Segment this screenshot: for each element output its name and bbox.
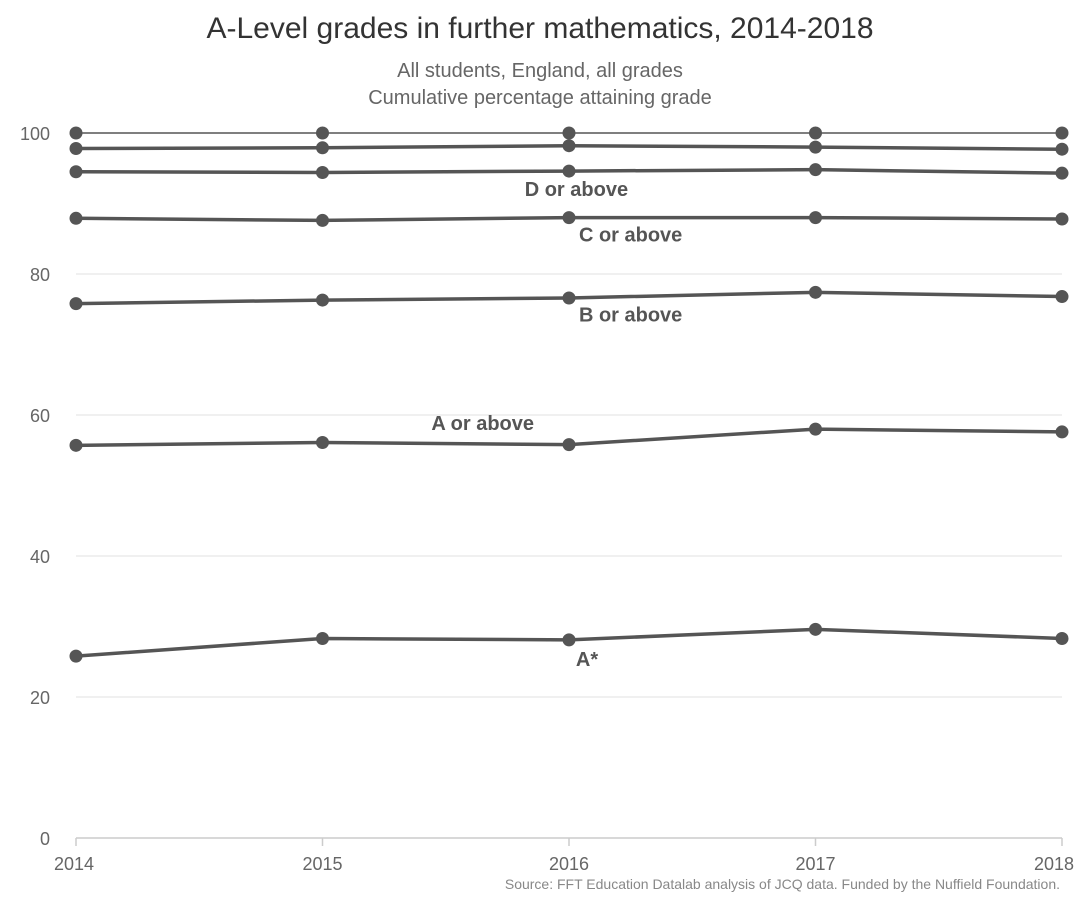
data-point	[69, 438, 83, 452]
y-tick-label: 80	[30, 265, 50, 285]
data-point	[316, 293, 329, 307]
data-point	[316, 165, 329, 179]
data-point	[1055, 166, 1069, 180]
data-point	[809, 422, 822, 436]
series-label: C or above	[579, 225, 682, 247]
x-tick-label: 2015	[302, 854, 342, 874]
series-label: A or above	[431, 413, 534, 435]
data-point	[1055, 126, 1069, 140]
data-point	[1055, 290, 1069, 304]
y-tick-label: 0	[40, 829, 50, 849]
data-point	[69, 297, 83, 311]
x-tick-label: 2016	[549, 854, 589, 874]
chart-title: A-Level grades in further mathematics, 2…	[206, 12, 874, 45]
data-point	[562, 139, 576, 153]
data-point	[69, 126, 83, 140]
x-tick-label: 2014	[54, 854, 94, 874]
chart-source-note: Source: FFT Education Datalab analysis o…	[504, 876, 1060, 892]
data-point	[809, 211, 822, 225]
series-label: A*	[576, 649, 598, 671]
series-label: D or above	[525, 179, 628, 201]
y-tick-label: 60	[30, 406, 50, 426]
data-point	[316, 435, 329, 449]
data-point	[316, 126, 329, 140]
y-tick-label: 100	[20, 124, 50, 144]
x-tick-label: 2017	[795, 854, 835, 874]
x-tick-label: 2018	[1034, 854, 1074, 874]
data-point	[69, 211, 83, 225]
chart-subtitle-line-1: All students, England, all grades	[397, 60, 683, 82]
data-point	[1055, 212, 1069, 226]
data-point	[809, 140, 822, 154]
data-point	[809, 126, 822, 140]
data-point	[562, 291, 576, 305]
data-point	[1055, 142, 1069, 156]
y-tick-label: 20	[30, 688, 50, 708]
data-point	[562, 164, 576, 178]
data-point	[562, 633, 576, 647]
data-point	[1055, 425, 1069, 439]
data-point	[1055, 631, 1069, 645]
data-point	[316, 141, 329, 155]
data-point	[562, 126, 576, 140]
data-point	[809, 163, 822, 177]
data-point	[69, 165, 83, 179]
data-point	[562, 438, 576, 452]
data-point	[69, 142, 83, 156]
data-point	[562, 211, 576, 225]
chart-subtitle-line-2: Cumulative percentage attaining grade	[368, 87, 712, 109]
data-point	[69, 649, 83, 663]
data-point	[809, 622, 822, 636]
data-point	[316, 631, 329, 645]
series-label: B or above	[579, 305, 682, 327]
data-point	[809, 285, 822, 299]
data-point	[316, 213, 329, 227]
y-tick-label: 40	[30, 547, 50, 567]
